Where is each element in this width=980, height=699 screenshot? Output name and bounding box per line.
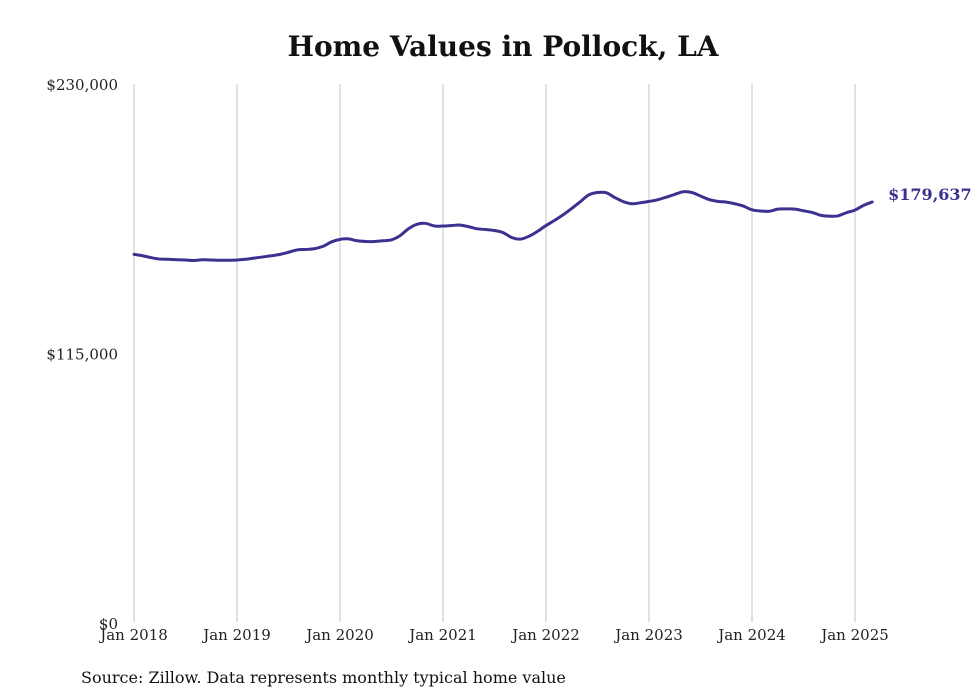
y-tick-label: $0 — [99, 615, 118, 633]
x-tick-label: Jan 2020 — [304, 626, 374, 644]
source-note: Source: Zillow. Data represents monthly … — [81, 668, 566, 687]
x-tick-label: Jan 2024 — [716, 626, 786, 644]
x-tick-label: Jan 2019 — [201, 626, 271, 644]
x-tick-label: Jan 2021 — [407, 626, 477, 644]
x-tick-label: Jan 2023 — [613, 626, 683, 644]
x-tick-label: Jan 2018 — [98, 626, 168, 644]
home-value-line — [132, 190, 874, 262]
x-tick-label: Jan 2025 — [819, 626, 889, 644]
y-axis: $0 $115,000 $230,000 — [46, 76, 118, 633]
grid-layer — [133, 84, 856, 622]
x-axis: Jan 2018 Jan 2019 Jan 2020 Jan 2021 Jan 2022… — [98, 626, 889, 644]
x-tick-label: Jan 2022 — [510, 626, 580, 644]
y-tick-label: $115,000 — [46, 346, 118, 364]
end-value-label: $179,637 — [888, 185, 972, 204]
y-tick-label: $230,000 — [46, 76, 118, 94]
chart-title: Home Values in Pollock, LA — [287, 30, 719, 63]
